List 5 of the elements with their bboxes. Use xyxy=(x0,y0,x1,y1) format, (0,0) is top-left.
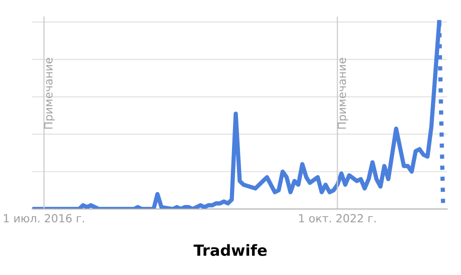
text: Tradwife xyxy=(194,244,267,256)
ref-line-label: Примечание xyxy=(338,58,348,129)
x-tick-label: 1 июл. 2016 г. xyxy=(4,214,84,222)
x-tick-label: 1 окт. 2022 г. xyxy=(299,214,376,222)
ref-line-label: Примечание xyxy=(44,58,55,129)
